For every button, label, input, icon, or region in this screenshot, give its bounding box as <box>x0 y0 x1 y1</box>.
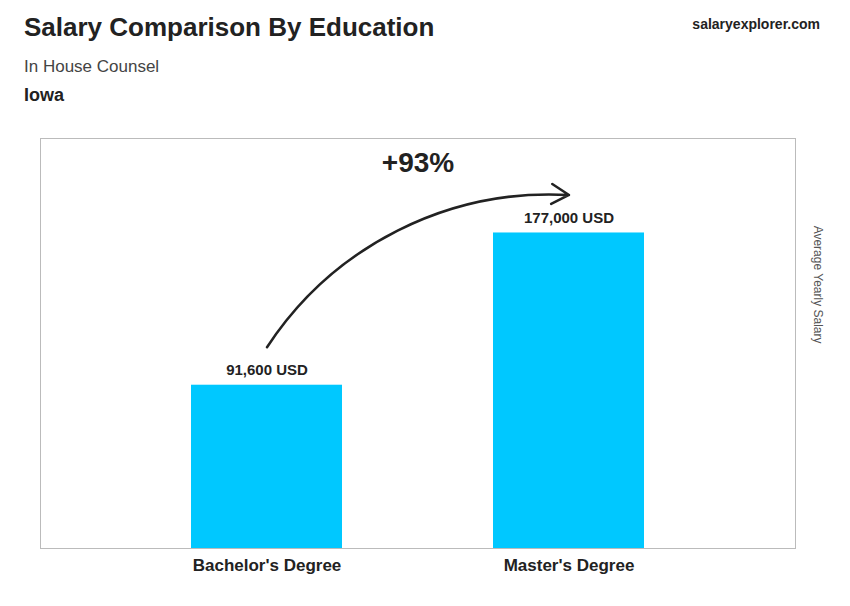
html-text:salaryexplorer.com: salaryexplorer.com <box>692 16 820 32</box>
html-text:In House Counsel: In House Counsel <box>24 57 160 76</box>
html-text:Iowa: Iowa <box>24 85 64 105</box>
svg-text:Master's Degree: Master's Degree <box>504 556 635 575</box>
svg-text:177,000 USD: 177,000 USD <box>524 209 614 226</box>
svg-text:Bachelor's Degree: Bachelor's Degree <box>193 556 342 575</box>
svg-text:+93%: +93% <box>382 147 454 178</box>
html-text:Salary Comparison By Education: Salary Comparison By Education <box>24 12 435 42</box>
svg-text:Average Yearly Salary: Average Yearly Salary <box>811 226 825 344</box>
svg-text:91,600 USD: 91,600 USD <box>226 361 308 378</box>
